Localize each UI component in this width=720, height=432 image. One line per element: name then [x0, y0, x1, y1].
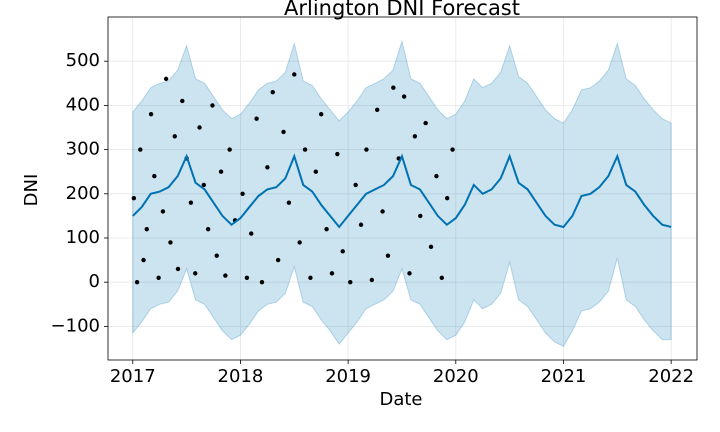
observed-point: [374, 107, 380, 113]
observed-point: [329, 271, 335, 276]
observed-point: [254, 116, 259, 121]
observed-point: [144, 226, 149, 232]
observed-point: [180, 98, 185, 104]
observed-point: [385, 253, 391, 258]
observed-point: [210, 103, 215, 108]
x-tick-label: 2019: [325, 366, 371, 387]
y-tick-label: 0: [89, 271, 100, 292]
x-tick-label: 2020: [433, 366, 479, 387]
observed-point: [227, 147, 232, 152]
observed-point: [148, 112, 154, 117]
observed-point: [240, 191, 245, 197]
observed-point: [428, 244, 434, 250]
observed-point: [172, 134, 177, 139]
observed-point: [193, 271, 198, 276]
observed-point: [201, 182, 207, 188]
observed-point: [340, 249, 345, 254]
observed-point: [364, 147, 369, 152]
observed-point: [223, 273, 228, 278]
observed-point: [244, 275, 250, 280]
observed-point: [156, 275, 161, 280]
x-tick-label: 2021: [541, 366, 587, 387]
x-tick-label: 2018: [218, 366, 264, 387]
observed-point: [265, 165, 270, 170]
observed-point: [302, 147, 308, 152]
observed-point: [348, 280, 353, 285]
y-tick-label: 200: [66, 183, 100, 204]
observed-point: [313, 169, 319, 174]
observed-point: [319, 112, 324, 117]
observed-point: [353, 182, 358, 188]
observed-point: [160, 209, 166, 214]
observed-point: [297, 240, 302, 245]
observed-point: [292, 72, 297, 77]
observed-point: [418, 213, 423, 219]
x-tick-label: 2022: [648, 366, 694, 387]
observed-point: [434, 173, 439, 179]
observed-point: [308, 275, 313, 280]
observed-point: [163, 76, 169, 82]
observed-point: [439, 275, 445, 280]
observed-point: [188, 200, 194, 205]
observed-point: [412, 134, 418, 139]
observed-point: [281, 129, 286, 135]
y-tick-label: −100: [51, 315, 100, 336]
observed-point: [380, 209, 385, 214]
y-tick-label: 300: [66, 139, 100, 160]
observed-point: [134, 280, 140, 285]
observed-point: [286, 200, 292, 205]
observed-point: [152, 173, 157, 179]
plot-frame: [107, 16, 698, 361]
observed-point: [259, 280, 265, 285]
observed-point: [324, 226, 329, 232]
observed-point: [423, 120, 428, 126]
y-tick-label: 100: [66, 227, 100, 248]
observed-point: [141, 257, 146, 263]
observed-point: [335, 151, 340, 157]
observed-point: [391, 85, 396, 90]
observed-point: [214, 253, 219, 258]
observed-point: [369, 277, 375, 283]
uncertainty-band: [132, 39, 672, 347]
observed-point: [218, 169, 224, 174]
y-tick-label: 500: [66, 50, 100, 71]
observed-point: [168, 240, 173, 245]
observed-point: [401, 94, 407, 99]
observed-point: [197, 125, 202, 130]
observed-point: [205, 226, 211, 232]
x-axis-label: Date: [379, 389, 422, 410]
x-tick-label: 2017: [110, 366, 156, 387]
observed-point: [450, 147, 455, 152]
observed-point: [275, 257, 281, 263]
y-axis-label: DNI: [21, 174, 42, 207]
observed-point: [270, 89, 275, 95]
observed-point: [175, 266, 181, 272]
observed-point: [444, 196, 450, 201]
observed-point: [138, 147, 143, 152]
observed-point: [131, 196, 137, 201]
forecast-line: [132, 153, 672, 229]
chart-title: Arlington DNI Forecast: [284, 0, 520, 20]
observed-point: [407, 271, 412, 276]
observed-point: [249, 231, 254, 236]
y-tick-label: 400: [66, 94, 100, 115]
observed-point: [358, 222, 364, 227]
